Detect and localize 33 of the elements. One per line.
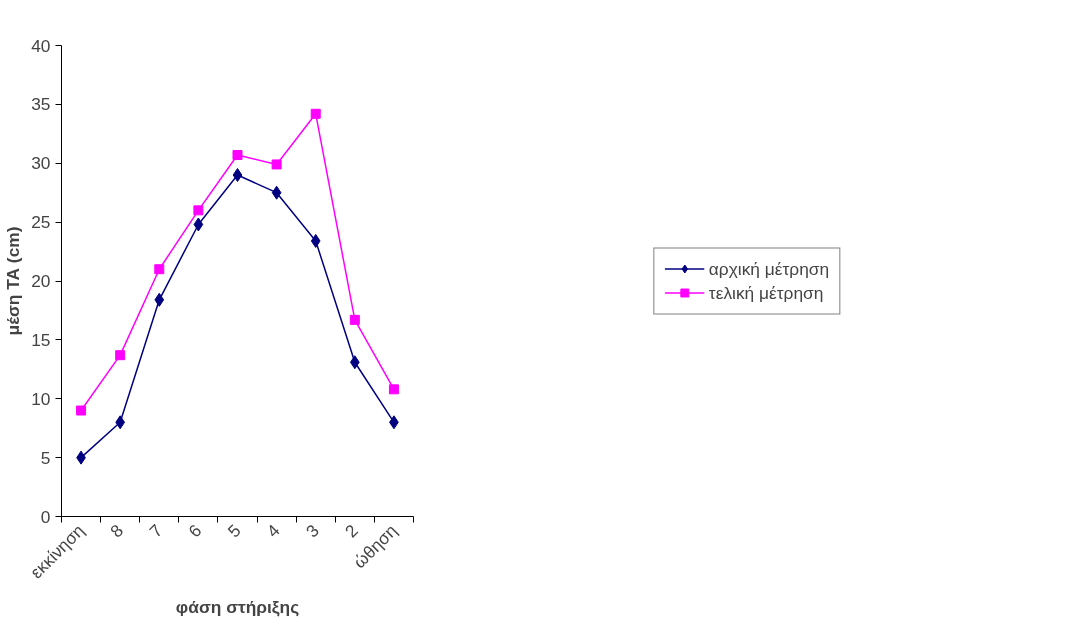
legend-label: τελική μέτρηση [708,282,824,303]
point [271,185,282,200]
x-tick-label: 8 [106,520,128,542]
y-tick-label: 30 [31,153,51,174]
point [115,350,126,361]
y-tick-label: 35 [31,94,51,115]
legend-label: αρχική μέτρηση [708,258,830,279]
y-tick-label: 40 [31,35,51,56]
y-tick-label: 0 [40,506,51,527]
point [232,168,243,183]
x-tick-label: 4 [262,520,284,542]
point [232,150,243,161]
point [310,108,321,119]
x-tick-label: 3 [301,520,323,542]
x-tick-label: 5 [223,520,245,542]
point [154,264,165,275]
y-tick-label: 5 [40,447,51,468]
y-tick-label: 15 [31,329,51,350]
y-axis-title: μέση ΤΑ (cm) [3,226,24,336]
x-tick-label: 6 [184,520,206,542]
point [271,159,282,170]
point [310,233,321,248]
point [388,384,399,395]
point [76,405,87,416]
point [349,314,360,325]
point [193,205,204,216]
point [154,292,165,307]
y-tick-label: 25 [31,212,51,233]
y-tick-label: 20 [31,271,51,291]
point [193,217,204,232]
y-tick-label: 10 [31,388,51,409]
x-tick-label: 7 [145,520,167,542]
x-axis-title: φάση στήριξης [175,597,300,618]
